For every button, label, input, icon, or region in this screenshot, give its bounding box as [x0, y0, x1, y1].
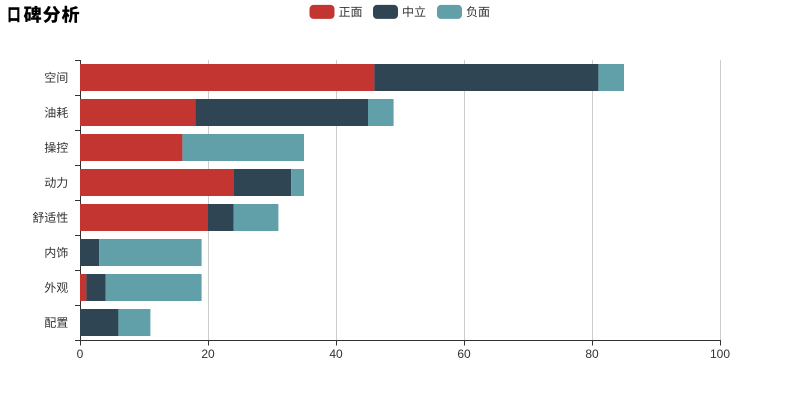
svg-text:60: 60 [457, 347, 471, 361]
svg-text:20: 20 [201, 347, 215, 361]
svg-text:100: 100 [710, 347, 730, 361]
svg-text:0: 0 [77, 347, 84, 361]
svg-text:80: 80 [585, 347, 599, 361]
svg-text:40: 40 [329, 347, 343, 361]
